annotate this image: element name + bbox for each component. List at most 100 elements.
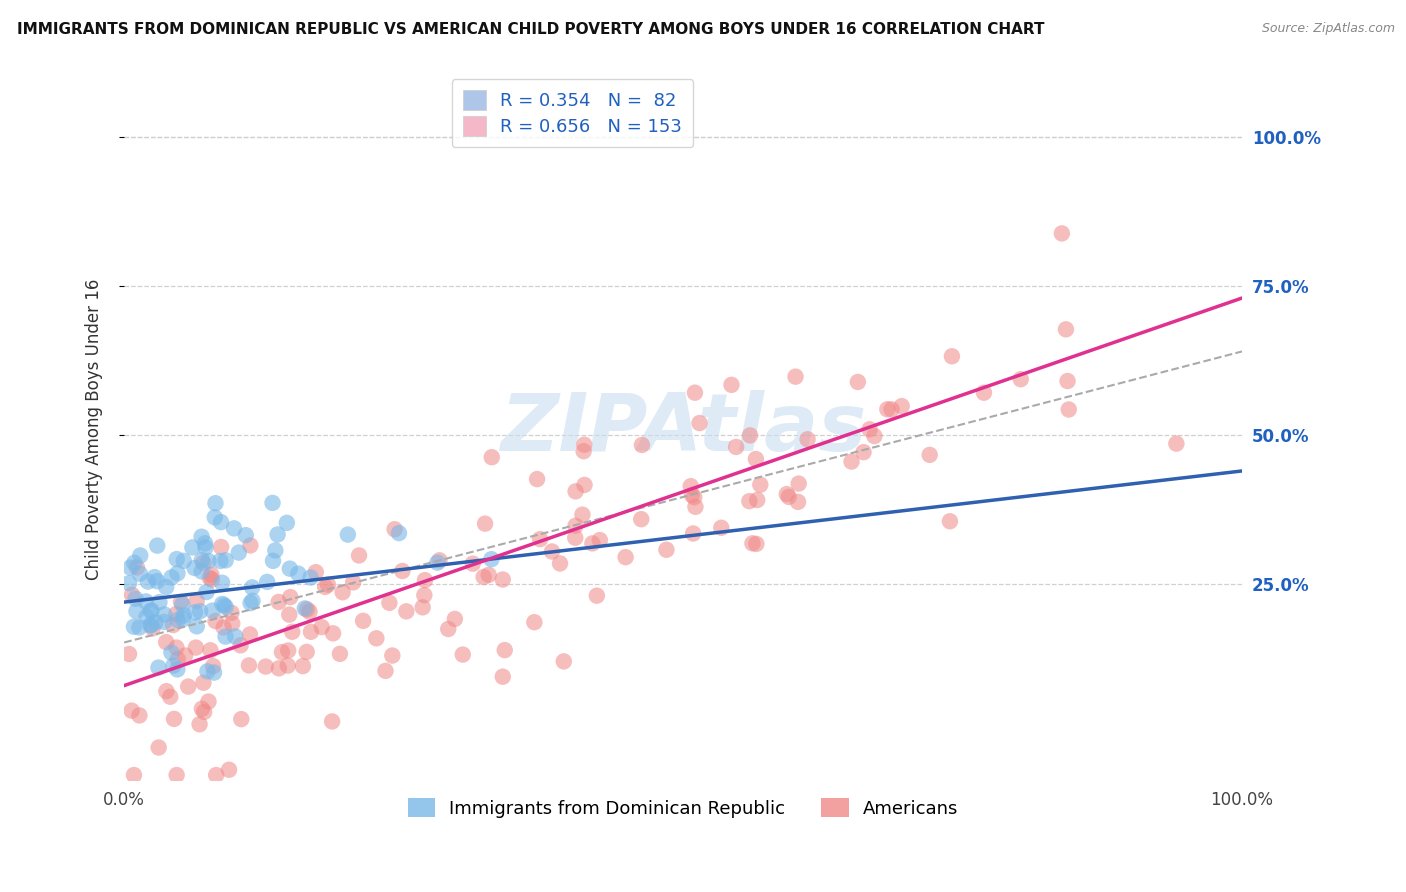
Point bbox=[381, 648, 404, 663]
Point bbox=[685, 500, 707, 514]
Point bbox=[160, 570, 183, 584]
Point bbox=[720, 377, 742, 392]
Point bbox=[880, 402, 903, 417]
Point bbox=[190, 565, 212, 579]
Point bbox=[541, 544, 564, 558]
Point bbox=[238, 658, 260, 673]
Point bbox=[841, 454, 863, 468]
Point bbox=[278, 607, 301, 622]
Point bbox=[564, 484, 586, 499]
Point bbox=[295, 602, 318, 616]
Point bbox=[478, 568, 501, 582]
Point bbox=[163, 712, 186, 726]
Point bbox=[682, 526, 704, 541]
Point bbox=[876, 402, 898, 417]
Point bbox=[581, 536, 603, 550]
Point bbox=[221, 606, 243, 620]
Point bbox=[166, 566, 188, 581]
Point bbox=[384, 522, 406, 536]
Point bbox=[574, 438, 596, 452]
Point bbox=[146, 539, 169, 553]
Point bbox=[939, 514, 962, 528]
Point bbox=[194, 536, 217, 550]
Point bbox=[239, 596, 262, 610]
Point bbox=[239, 538, 262, 552]
Point bbox=[347, 549, 370, 563]
Point bbox=[747, 493, 769, 508]
Point bbox=[749, 477, 772, 491]
Point bbox=[139, 604, 162, 618]
Point bbox=[240, 581, 263, 595]
Text: IMMIGRANTS FROM DOMINICAN REPUBLIC VS AMERICAN CHILD POVERTY AMONG BOYS UNDER 16: IMMIGRANTS FROM DOMINICAN REPUBLIC VS AM… bbox=[17, 22, 1045, 37]
Point bbox=[437, 622, 460, 636]
Point bbox=[214, 630, 236, 644]
Point bbox=[553, 654, 575, 668]
Point bbox=[242, 594, 264, 608]
Point bbox=[548, 557, 571, 571]
Point bbox=[166, 662, 188, 676]
Point bbox=[846, 375, 869, 389]
Point bbox=[852, 445, 875, 459]
Point bbox=[710, 521, 733, 535]
Point bbox=[267, 595, 290, 609]
Point bbox=[201, 604, 224, 618]
Point bbox=[388, 526, 411, 541]
Point bbox=[162, 658, 184, 673]
Point bbox=[184, 640, 207, 655]
Point bbox=[494, 643, 516, 657]
Point bbox=[193, 675, 215, 690]
Point bbox=[139, 618, 162, 632]
Point bbox=[128, 620, 150, 634]
Point bbox=[413, 573, 436, 587]
Point bbox=[287, 566, 309, 581]
Point bbox=[181, 541, 204, 555]
Point bbox=[183, 561, 205, 575]
Point bbox=[391, 564, 413, 578]
Point bbox=[235, 528, 257, 542]
Point bbox=[239, 627, 262, 641]
Point bbox=[278, 562, 301, 576]
Point bbox=[172, 612, 194, 626]
Point bbox=[481, 552, 503, 566]
Point bbox=[125, 604, 148, 618]
Point bbox=[316, 577, 339, 591]
Point bbox=[1057, 402, 1080, 417]
Point bbox=[184, 605, 207, 619]
Point bbox=[787, 476, 810, 491]
Point bbox=[329, 647, 352, 661]
Point bbox=[129, 549, 152, 563]
Point bbox=[125, 560, 148, 574]
Point bbox=[195, 585, 218, 599]
Point bbox=[572, 444, 595, 458]
Point bbox=[118, 647, 141, 661]
Point bbox=[314, 580, 336, 594]
Point bbox=[267, 661, 290, 675]
Point bbox=[256, 574, 278, 589]
Point bbox=[1010, 372, 1032, 386]
Point bbox=[461, 557, 484, 571]
Point bbox=[214, 553, 236, 567]
Point bbox=[186, 594, 208, 608]
Point bbox=[204, 614, 226, 628]
Point bbox=[218, 763, 240, 777]
Point bbox=[211, 575, 233, 590]
Point bbox=[277, 658, 299, 673]
Point bbox=[120, 560, 142, 574]
Point bbox=[142, 621, 165, 635]
Point bbox=[186, 619, 208, 633]
Point bbox=[374, 664, 396, 678]
Point bbox=[166, 652, 188, 666]
Point bbox=[209, 540, 232, 554]
Point bbox=[863, 429, 886, 443]
Point bbox=[366, 632, 388, 646]
Point bbox=[785, 369, 807, 384]
Point bbox=[121, 588, 143, 602]
Point bbox=[683, 385, 706, 400]
Point bbox=[166, 768, 188, 782]
Point bbox=[135, 594, 157, 608]
Point bbox=[146, 574, 169, 589]
Point bbox=[193, 556, 215, 570]
Point bbox=[1056, 374, 1078, 388]
Point bbox=[689, 416, 711, 430]
Point bbox=[228, 545, 250, 559]
